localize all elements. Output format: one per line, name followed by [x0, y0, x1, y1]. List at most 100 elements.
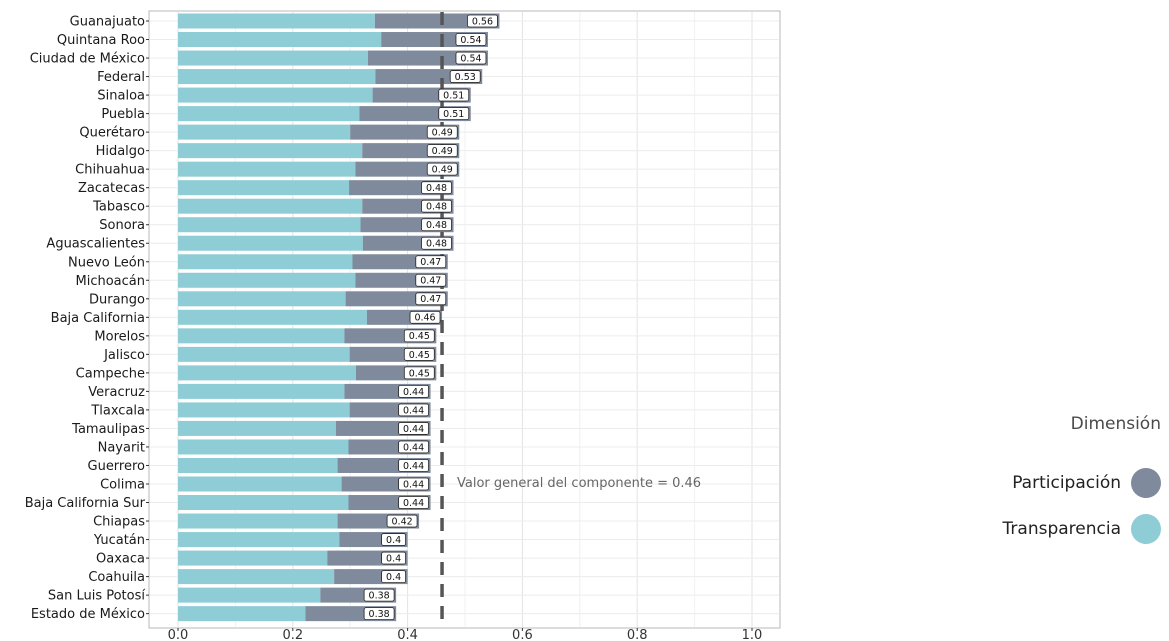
total-label-box [421, 199, 452, 213]
bar-transparencia [178, 50, 368, 66]
category-label: Morelos [94, 329, 145, 344]
total-label: 0.46 [409, 310, 441, 324]
total-label-box [403, 329, 435, 343]
total-label-text: 0.53 [455, 72, 476, 83]
category-label: Sonora [99, 218, 145, 233]
total-label: 0.44 [398, 459, 429, 472]
category-label: Federal [97, 70, 145, 85]
total-label-text: 0.49 [432, 146, 453, 157]
total-label-box [403, 366, 435, 380]
total-label: 0.51 [438, 88, 470, 101]
total-label-text: 0.44 [403, 387, 424, 398]
stacked-bar-chart: 0.56 0.54 0.54 0.53 0.51 0.51 0.49 0.49 0.49 0.48… [25, 10, 781, 641]
total-label: 0.47 [415, 292, 447, 305]
total-label: 0.53 [449, 70, 481, 83]
category-label: Tabasco [92, 200, 145, 215]
total-label: 0.38 [363, 588, 395, 602]
total-label-box [398, 384, 429, 398]
total-label: 0.45 [403, 366, 435, 380]
bar-transparencia [178, 606, 306, 622]
category-label: Baja California [51, 311, 145, 326]
bar-transparencia [178, 383, 345, 399]
total-label-text: 0.48 [426, 183, 447, 194]
total-label-text: 0.45 [409, 368, 430, 379]
total-label: 0.44 [398, 496, 429, 509]
total-label-box [398, 477, 429, 491]
total-label-box [426, 162, 458, 176]
total-label: 0.44 [398, 403, 429, 417]
total-label: 0.48 [421, 199, 452, 213]
total-label: 0.56 [467, 14, 498, 28]
total-label: 0.49 [426, 162, 458, 176]
total-label-text: 0.51 [443, 109, 464, 120]
legend: Dimensión Participación Transparencia [941, 0, 1161, 641]
category-label: Puebla [101, 107, 145, 122]
legend-item-participacion: Participación [1012, 468, 1161, 498]
total-label: 0.38 [363, 607, 395, 621]
category-label: Chiapas [93, 515, 145, 530]
legend-title: Dimensión [1070, 414, 1161, 434]
category-label: Michoacán [76, 274, 146, 289]
total-label-text: 0.47 [420, 276, 441, 287]
category-label: Coahuila [88, 570, 145, 585]
total-label-box [455, 51, 487, 65]
category-label: Nuevo León [68, 255, 145, 270]
total-label: 0.44 [398, 440, 429, 454]
total-label-box [421, 218, 452, 232]
bar-transparencia [178, 550, 328, 566]
bar-transparencia [178, 476, 342, 492]
total-label-box [381, 533, 407, 546]
total-label: 0.44 [398, 384, 429, 398]
x-tick-label: 0.0 [168, 628, 189, 641]
category-label: Yucatán [93, 533, 145, 548]
total-label-text: 0.4 [386, 572, 401, 583]
total-label: 0.44 [398, 477, 429, 491]
bar-transparencia [178, 532, 340, 548]
total-label: 0.54 [455, 51, 487, 65]
total-label-box [398, 403, 429, 417]
bar-transparencia [178, 254, 353, 270]
category-label: Estado de México [31, 607, 145, 622]
total-label-box [415, 273, 447, 287]
x-tick-label: 0.2 [282, 628, 303, 641]
bars [178, 13, 500, 622]
category-label: Oaxaca [96, 552, 145, 567]
category-label: Hidalgo [96, 144, 145, 159]
bar-transparencia [178, 235, 363, 251]
bar-transparencia [178, 309, 367, 325]
bar-transparencia [178, 32, 382, 48]
total-label-box [426, 125, 458, 139]
total-label-text: 0.47 [420, 294, 441, 305]
bar-transparencia [178, 87, 373, 103]
total-label-box [398, 459, 429, 472]
total-label-text: 0.4 [386, 535, 401, 546]
category-label: San Luis Potosí [48, 589, 146, 604]
total-label: 0.45 [403, 347, 435, 361]
bar-transparencia [178, 569, 335, 585]
category-label: Durango [89, 292, 145, 307]
category-label: Jalisco [103, 348, 145, 363]
legend-swatch-transparencia [1131, 514, 1161, 544]
category-label: Veracruz [88, 385, 145, 400]
category-label: Campeche [76, 366, 145, 381]
total-label-text: 0.46 [414, 313, 435, 324]
total-label-box [398, 496, 429, 509]
category-label: Chihuahua [75, 163, 145, 178]
total-label-text: 0.49 [432, 165, 453, 176]
total-label: 0.48 [421, 236, 452, 250]
total-label-text: 0.49 [432, 128, 453, 139]
total-label-text: 0.4 [386, 553, 401, 564]
total-label: 0.47 [415, 255, 447, 268]
category-label: Nayarit [98, 440, 145, 455]
total-label-text: 0.54 [460, 53, 481, 64]
total-label-text: 0.38 [369, 609, 390, 620]
reference-line-label: Valor general del componente = 0.46 [457, 476, 701, 491]
total-label: 0.54 [455, 33, 487, 46]
bar-transparencia [178, 587, 321, 603]
total-label-box [381, 551, 407, 565]
category-label: Sinaloa [97, 89, 145, 104]
bar-transparencia [178, 161, 356, 177]
bar-transparencia [178, 217, 361, 233]
bar-transparencia [178, 124, 351, 140]
category-label: Tlaxcala [90, 403, 145, 418]
